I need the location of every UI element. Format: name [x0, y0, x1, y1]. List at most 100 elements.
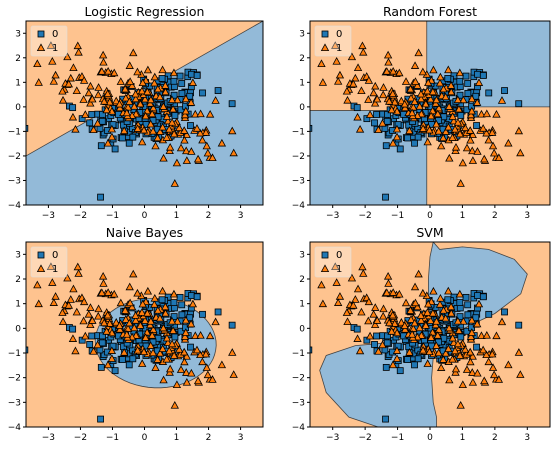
- point-class-0: [171, 333, 179, 341]
- point-class-1: [441, 92, 450, 101]
- point-class-1: [423, 359, 432, 367]
- point-class-1: [48, 278, 57, 286]
- point-class-1: [49, 298, 58, 306]
- point-class-1: [459, 317, 468, 325]
- point-class-0: [125, 139, 133, 147]
- point-class-1: [432, 316, 441, 325]
- point-class-0: [310, 346, 313, 354]
- point-class-1: [86, 81, 95, 90]
- x-tick-label: 1: [174, 433, 180, 443]
- y-tick-label: −4: [8, 423, 22, 433]
- point-class-1: [93, 340, 102, 349]
- point-class-1: [347, 273, 357, 282]
- legend: 01: [30, 246, 68, 278]
- point-class-1: [176, 143, 186, 152]
- point-class-1: [142, 327, 152, 336]
- point-class-1: [468, 378, 478, 386]
- point-class-1: [187, 368, 196, 377]
- point-class-1: [196, 331, 205, 339]
- point-class-1: [159, 153, 168, 162]
- point-class-1: [480, 376, 489, 385]
- point-class-0: [98, 339, 106, 347]
- point-class-1: [468, 156, 478, 164]
- point-class-1: [333, 77, 343, 85]
- panel-title: SVM: [416, 225, 443, 240]
- point-class-1: [439, 306, 448, 314]
- point-class-1: [423, 86, 432, 95]
- point-class-1: [88, 316, 97, 324]
- point-class-1: [167, 118, 177, 126]
- x-tick-label: −3: [42, 211, 55, 221]
- point-class-1: [482, 109, 491, 118]
- x-tick-label: 1: [174, 211, 180, 221]
- point-class-1: [410, 61, 420, 69]
- point-class-1: [180, 110, 190, 119]
- point-class-1: [357, 86, 366, 94]
- point-class-1: [388, 360, 398, 369]
- point-class-0: [457, 112, 465, 119]
- point-class-1: [175, 123, 184, 132]
- point-class-1: [180, 332, 190, 340]
- point-class-1: [331, 41, 340, 49]
- point-class-1: [516, 148, 525, 157]
- x-tick-label: −2: [74, 211, 87, 221]
- point-class-1: [167, 316, 177, 325]
- y-tick-label: 1: [299, 300, 305, 310]
- point-class-1: [143, 87, 152, 96]
- point-class-1: [492, 331, 501, 340]
- point-class-1: [99, 57, 108, 66]
- point-class-1: [203, 148, 213, 157]
- point-class-1: [379, 304, 388, 313]
- point-class-1: [395, 68, 404, 77]
- x-tick-label: −1: [391, 433, 404, 443]
- point-class-1: [466, 357, 475, 366]
- point-class-1: [162, 333, 172, 342]
- point-class-0: [158, 75, 166, 82]
- point-class-0: [414, 355, 422, 363]
- point-class-0: [353, 104, 361, 112]
- point-class-1: [107, 346, 117, 354]
- point-class-1: [428, 308, 438, 317]
- point-class-1: [146, 316, 156, 325]
- point-class-1: [143, 286, 153, 295]
- point-class-1: [140, 94, 150, 103]
- point-class-1: [63, 52, 72, 61]
- legend-marker-class-0: [321, 30, 329, 38]
- point-class-1: [455, 351, 465, 359]
- point-class-0: [464, 80, 472, 87]
- x-tick-label: −3: [326, 211, 339, 221]
- panel-title: Random Forest: [383, 4, 477, 19]
- point-class-1: [392, 124, 402, 133]
- point-class-1: [400, 324, 410, 333]
- point-class-1: [415, 323, 424, 332]
- point-class-1: [107, 124, 117, 133]
- point-class-1: [421, 321, 430, 329]
- point-class-0: [382, 193, 389, 201]
- legend-label-class-0: 0: [336, 29, 342, 40]
- point-class-1: [370, 98, 380, 107]
- point-class-1: [146, 341, 155, 349]
- point-class-1: [434, 103, 444, 112]
- point-class-1: [504, 138, 513, 147]
- point-class-1: [86, 320, 95, 329]
- point-class-1: [89, 347, 98, 355]
- point-class-0: [98, 117, 106, 125]
- point-class-1: [478, 345, 488, 354]
- point-class-0: [199, 89, 206, 97]
- point-class-1: [364, 316, 373, 325]
- y-tick-label: 0: [299, 324, 305, 334]
- point-class-0: [474, 292, 481, 299]
- point-class-1: [429, 65, 438, 74]
- point-class-1: [94, 90, 103, 99]
- point-class-1: [169, 351, 179, 359]
- point-class-0: [125, 361, 133, 369]
- point-class-0: [464, 301, 472, 309]
- point-class-1: [116, 77, 125, 85]
- point-class-1: [416, 316, 426, 324]
- point-class-0: [193, 72, 201, 79]
- point-class-1: [202, 141, 211, 150]
- point-class-1: [173, 95, 182, 104]
- point-class-1: [121, 84, 130, 93]
- point-class-0: [444, 296, 452, 304]
- point-class-0: [199, 310, 206, 318]
